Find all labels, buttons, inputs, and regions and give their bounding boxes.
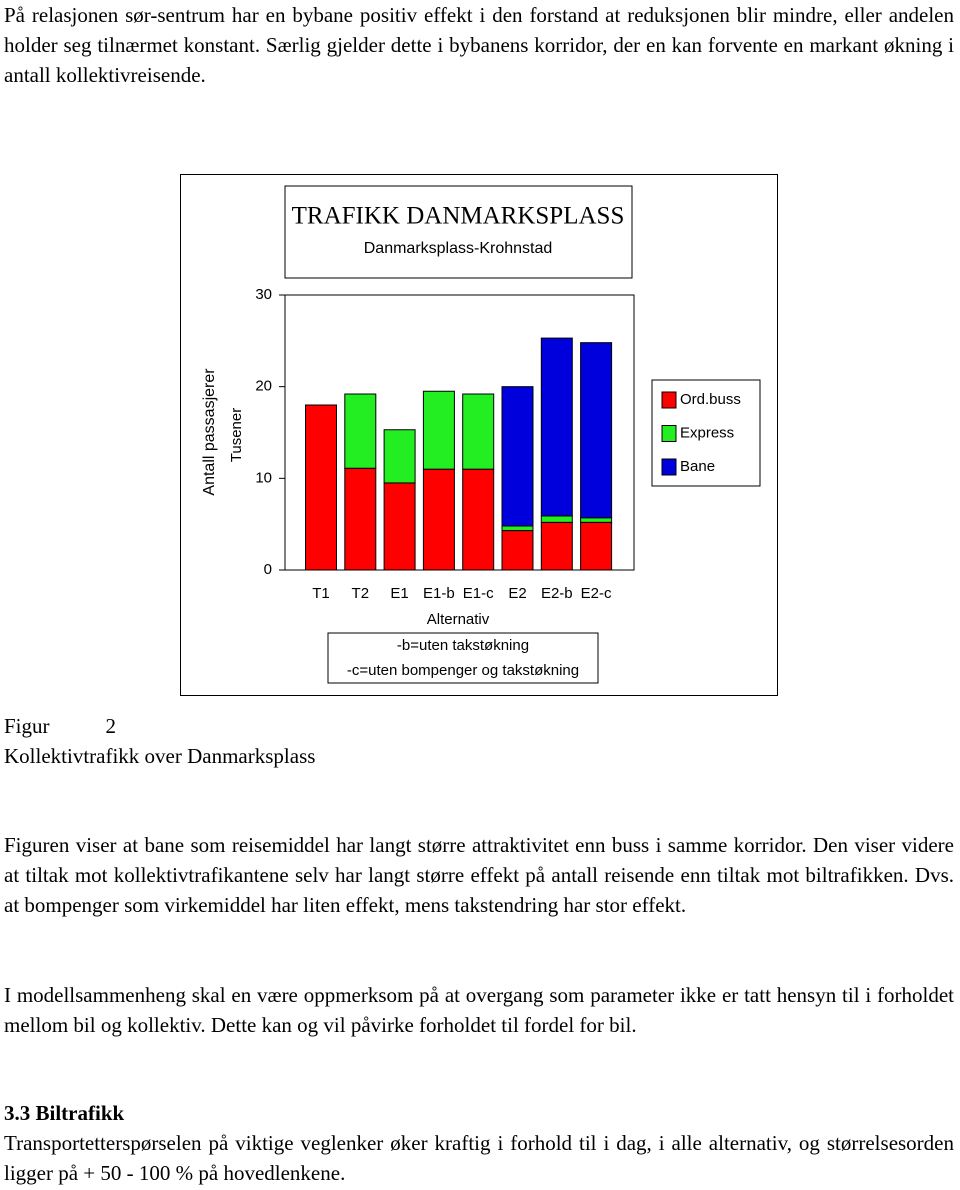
bar-segment xyxy=(383,482,416,571)
y-unit-label: Tusener xyxy=(228,408,245,462)
bar-segment xyxy=(580,521,613,571)
legend-label: Express xyxy=(680,424,734,441)
y-tick-label: 30 xyxy=(255,286,272,303)
paragraph: Figuren viser at bane som reisemiddel ha… xyxy=(4,833,954,917)
bar-segment xyxy=(344,467,377,571)
bar-segment xyxy=(580,342,613,519)
title-box xyxy=(284,185,633,279)
bar-segment xyxy=(540,515,573,523)
x-tick-label: E2-b xyxy=(541,585,573,602)
chart: TRAFIKK DANMARKSPLASS Danmarksplass-Kroh… xyxy=(180,174,778,696)
x-tick-label: E2 xyxy=(508,585,526,602)
y-axis-label: Antall passasjerer xyxy=(201,368,218,496)
x-tick-label: E1 xyxy=(390,585,408,602)
figure-number: 2 xyxy=(105,714,117,738)
figure-caption: Kollektivtrafikk over Danmarksplass xyxy=(4,744,316,768)
bar-segment xyxy=(422,468,455,571)
y-tick-label: 10 xyxy=(255,469,272,486)
legend-swatch xyxy=(661,391,677,409)
legend-swatch xyxy=(661,458,677,476)
y-tick-label: 0 xyxy=(264,561,272,578)
bar-segment xyxy=(422,390,455,470)
note-box xyxy=(327,632,599,684)
bar-segment xyxy=(305,404,337,571)
bar-segment xyxy=(344,393,377,469)
bar-segment xyxy=(501,530,534,571)
bar-segment xyxy=(580,517,613,523)
chart-subtitle: Danmarksplass-Krohnstad xyxy=(364,240,553,257)
x-tick-label: T1 xyxy=(312,585,330,602)
x-tick-label: E1-b xyxy=(423,585,455,602)
legend-swatch xyxy=(661,425,677,442)
bar-segment xyxy=(540,521,573,571)
paragraph: I modellsammenheng skal en være oppmerks… xyxy=(4,983,954,1037)
x-tick-label: E2-c xyxy=(581,585,612,602)
x-tick-label: T2 xyxy=(352,585,370,602)
x-tick-label: E1-c xyxy=(463,585,494,602)
note: -c=uten bompenger og takstøkning xyxy=(347,662,579,679)
bar-segment xyxy=(383,429,416,484)
y-tick-label: 20 xyxy=(255,378,272,395)
plot-area xyxy=(284,294,635,571)
bar-segment xyxy=(501,525,534,532)
legend-label: Bane xyxy=(680,458,715,475)
bar-segment xyxy=(462,468,495,571)
bar-segment xyxy=(540,337,573,517)
section-heading: 3.3 Biltrafikk xyxy=(4,1101,125,1125)
legend-label: Ord.buss xyxy=(680,391,741,408)
figure-label: Figur 2 xyxy=(4,711,954,741)
paragraph: Transportetterspørselen på viktige vegle… xyxy=(4,1131,954,1185)
note: -b=uten takstøkning xyxy=(397,637,529,654)
bar-segment xyxy=(501,386,534,527)
figure-label-text: Figur xyxy=(4,714,50,738)
x-axis-label: Alternativ xyxy=(427,611,490,628)
bar-segment xyxy=(462,393,495,470)
chart-title: TRAFIKK DANMARKSPLASS xyxy=(292,203,625,230)
paragraph: På relasjonen sør-sentrum har en bybane … xyxy=(4,3,954,87)
